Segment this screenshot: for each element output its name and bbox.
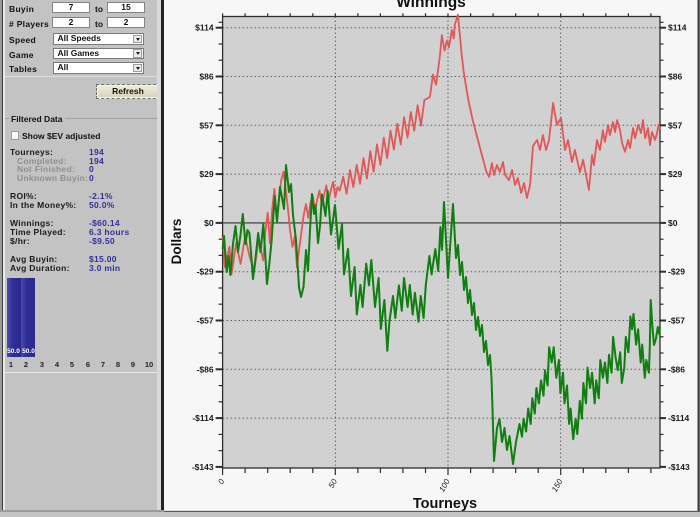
svg-text:$29: $29 [668, 169, 682, 179]
svg-text:-$57: -$57 [197, 316, 214, 326]
svg-text:$29: $29 [199, 169, 213, 179]
svg-text:-$114: -$114 [192, 413, 214, 423]
svg-text:$57: $57 [668, 120, 682, 130]
svg-text:$114: $114 [668, 23, 687, 33]
svg-text:$86: $86 [668, 72, 682, 82]
svg-text:-$114: -$114 [668, 413, 690, 423]
svg-text:$57: $57 [199, 120, 213, 130]
svg-text:50: 50 [327, 477, 340, 490]
svg-text:-$57: -$57 [668, 316, 685, 326]
svg-text:-$86: -$86 [197, 364, 214, 374]
svg-text:100: 100 [437, 477, 452, 494]
svg-text:Dollars: Dollars [169, 219, 184, 265]
svg-text:0: 0 [216, 477, 226, 486]
svg-text:-$86: -$86 [668, 364, 685, 374]
svg-text:-$29: -$29 [197, 267, 214, 277]
svg-text:-$143: -$143 [668, 462, 690, 472]
svg-text:$114: $114 [195, 23, 214, 33]
svg-text:-$29: -$29 [668, 267, 685, 277]
svg-text:$0: $0 [204, 218, 214, 228]
svg-text:$0: $0 [668, 218, 678, 228]
svg-text:-$143: -$143 [192, 462, 214, 472]
svg-text:Winnings: Winnings [396, 0, 466, 11]
svg-text:150: 150 [550, 477, 565, 494]
svg-text:$86: $86 [199, 72, 213, 82]
svg-text:Tourneys: Tourneys [413, 496, 477, 512]
